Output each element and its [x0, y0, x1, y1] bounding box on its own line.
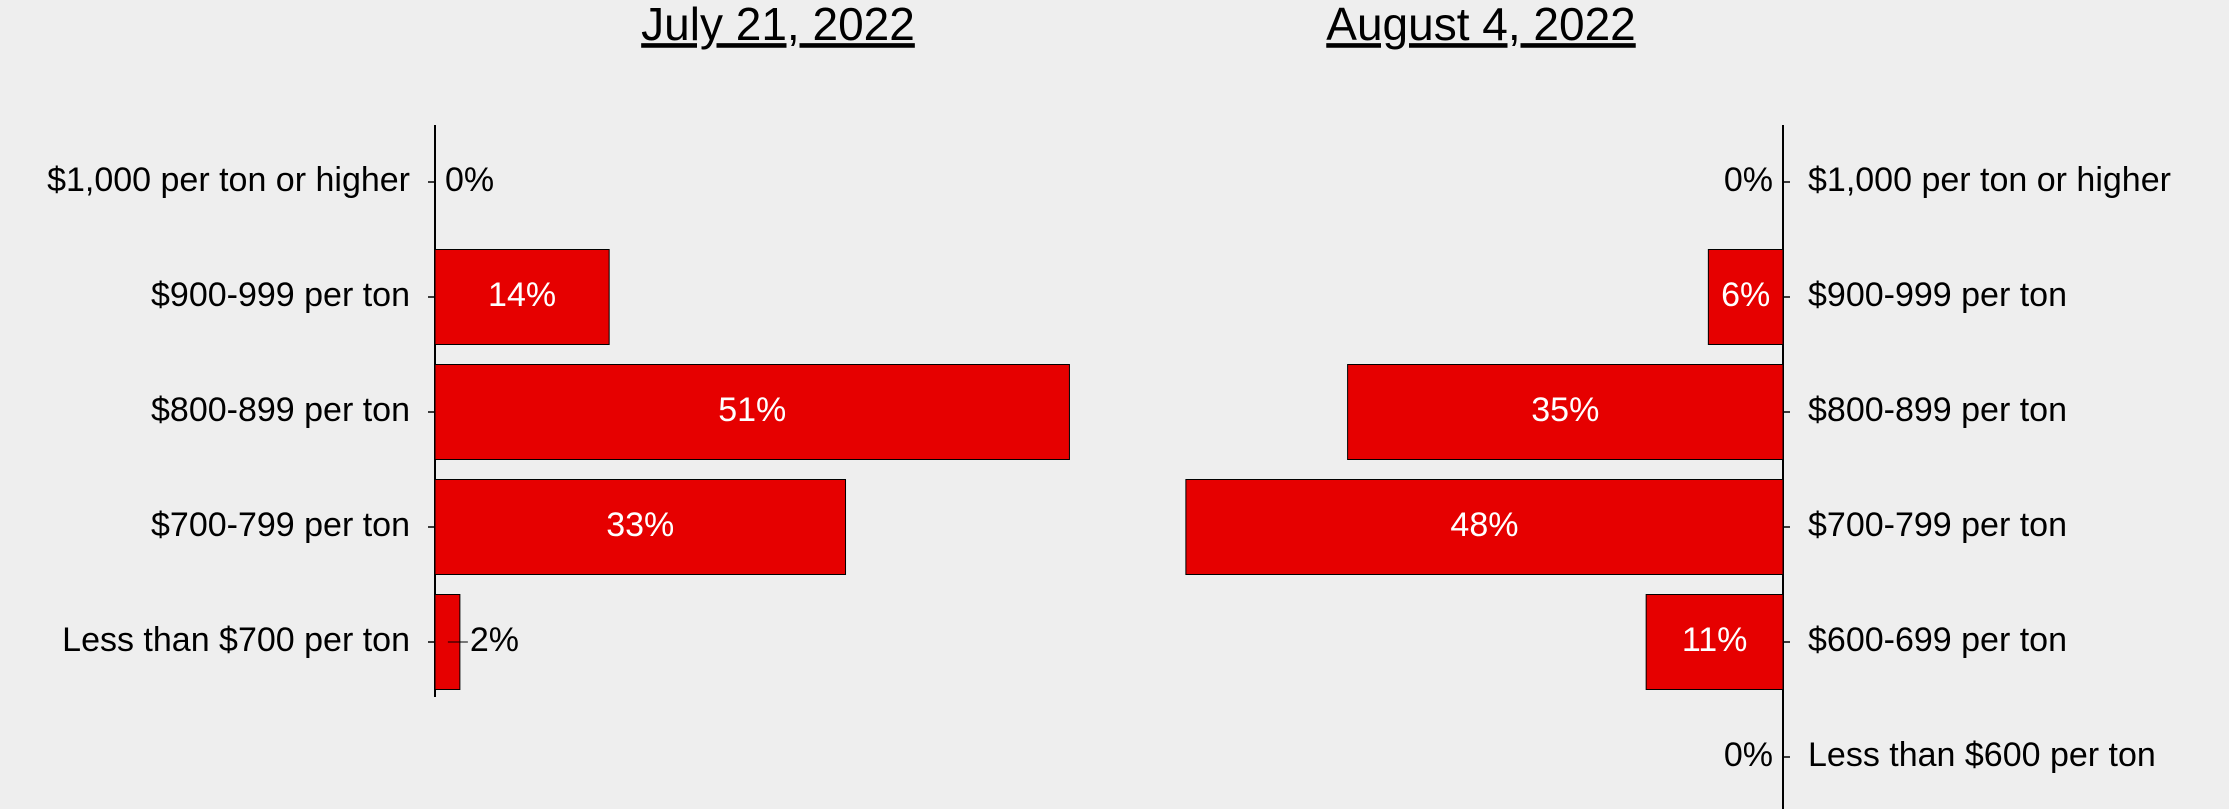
category-label: $1,000 per ton or higher	[47, 161, 410, 199]
bar	[434, 249, 610, 345]
bar	[1347, 364, 1784, 460]
chart-title: August 4, 2022	[1326, 0, 1635, 50]
category-label: Less than $600 per ton	[1808, 736, 2156, 774]
category-label: $800-899 per ton	[1808, 391, 2067, 429]
category-label: $900-999 per ton	[1808, 276, 2067, 314]
value-label: 6%	[1721, 276, 1770, 314]
value-label: 48%	[1450, 506, 1518, 544]
value-label: 11%	[1682, 621, 1748, 659]
value-label: 0%	[1724, 736, 1773, 774]
bar	[434, 364, 1070, 460]
value-label: 14%	[488, 276, 556, 314]
value-label: 2%	[470, 621, 519, 659]
chart-title: July 21, 2022	[641, 0, 915, 50]
value-label: 51%	[718, 391, 786, 429]
value-label: 35%	[1531, 391, 1599, 429]
category-label: $800-899 per ton	[151, 391, 410, 429]
category-label: $700-799 per ton	[151, 506, 410, 544]
category-label: $600-699 per ton	[1808, 621, 2067, 659]
category-label: Less than $700 per ton	[62, 621, 410, 659]
bar	[1645, 594, 1784, 690]
value-label: 0%	[1724, 161, 1773, 199]
bar	[434, 479, 847, 575]
category-label: $900-999 per ton	[151, 276, 410, 314]
bar	[1707, 249, 1784, 345]
bar	[1185, 479, 1784, 575]
value-label: 0%	[445, 161, 494, 199]
value-label: 33%	[606, 506, 674, 544]
category-label: $700-799 per ton	[1808, 506, 2067, 544]
category-label: $1,000 per ton or higher	[1808, 161, 2171, 199]
